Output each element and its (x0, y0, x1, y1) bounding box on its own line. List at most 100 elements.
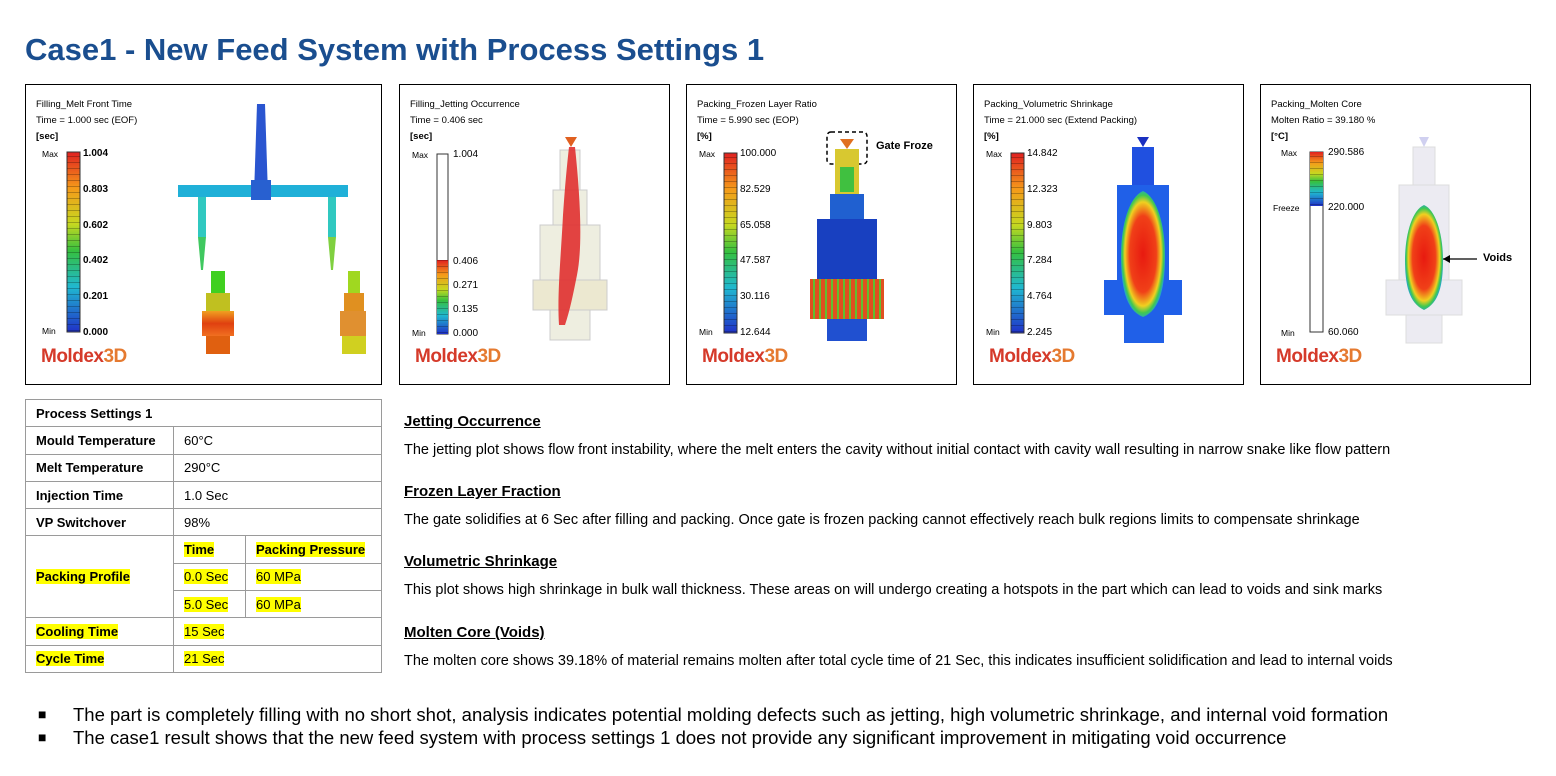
scale-tick: 47.587 (740, 255, 771, 266)
row-value: 98% (173, 508, 382, 537)
color-scale-bar (66, 151, 81, 333)
shrinkage-model-image (1104, 137, 1182, 343)
packing-pressure: 60 MPa (256, 596, 301, 612)
section-shrinkage: Volumetric Shrinkage This plot shows hig… (404, 553, 1382, 598)
bullet-icon: ■ (38, 706, 47, 722)
scale-tick: 0.135 (453, 304, 479, 315)
moldex3d-logo: Moldex3D (702, 346, 788, 367)
jetting-model-image (532, 137, 608, 341)
moldex3d-logo: Moldex3D (415, 346, 501, 367)
panel-heading: Packing_Molten Core (1271, 99, 1362, 110)
scale-tick: 0.803 (83, 184, 109, 195)
scale-min-label: Min (412, 328, 426, 338)
row-value: 21 Sec (184, 651, 225, 667)
panel-unit: [%] (697, 131, 712, 142)
panel-heading: Filling_Melt Front Time (36, 99, 133, 110)
scale-tick: 12.323 (1027, 184, 1058, 195)
row-label: Mould Temperature (25, 426, 174, 455)
section-heading: Frozen Layer Fraction (404, 483, 561, 500)
scale-tick: 0.201 (83, 291, 109, 302)
table-row: Melt Temperature 290°C (25, 453, 382, 482)
scale-tick: 12.644 (740, 327, 771, 338)
section-heading: Jetting Occurrence (404, 413, 541, 430)
scale-tick: 0.000 (453, 328, 479, 339)
scale-max-label: Max (42, 149, 59, 159)
scale-tick: 82.529 (740, 184, 771, 195)
molten-core-model-image (1385, 137, 1477, 344)
gate-froze-callout: Gate Froze (876, 140, 933, 152)
scale-freeze-label: Freeze (1273, 203, 1300, 213)
panel-frozen-layer-ratio: Packing_Frozen Layer Ratio Time = 5.990 … (686, 84, 957, 385)
panel-unit: [sec] (410, 131, 433, 142)
scale-tick: 1.004 (453, 149, 479, 160)
panel-time: Time = 1.000 sec (EOF) (36, 115, 138, 126)
section-text: This plot shows high shrinkage in bulk w… (404, 582, 1383, 598)
panel-molten-core: Packing_Molten Core Molten Ratio = 39.18… (1260, 84, 1531, 385)
scale-max-label: Max (1281, 148, 1298, 158)
scale-tick: 0.406 (453, 256, 479, 267)
section-frozen-layer: Frozen Layer Fraction The gate solidifie… (404, 483, 1360, 528)
scale-min-label: Min (986, 327, 1000, 337)
packing-col-time: Time (184, 542, 215, 558)
scale-tick: 2.245 (1027, 327, 1053, 338)
process-settings-table: Process Settings 1 Mould Temperature 60°C… (25, 398, 382, 673)
scale-min-label: Min (1281, 328, 1295, 338)
packing-profile-label: Packing Profile (36, 569, 130, 585)
table-row: 0.0 Sec 60 MPa (26, 562, 382, 592)
scale-tick: 4.764 (1027, 291, 1053, 302)
scale-tick: 100.000 (740, 148, 777, 159)
color-scale-bar (436, 153, 449, 335)
scale-tick: 0.271 (453, 280, 479, 291)
bullet-icon: ■ (38, 729, 47, 745)
list-item: ■ The part is completely filling with no … (38, 704, 1389, 725)
moldex3d-logo: Moldex3D (41, 346, 127, 367)
moldex3d-logo: Moldex3D (1276, 346, 1362, 367)
table-row: Cycle Time 21 Sec (25, 644, 382, 673)
panel-melt-front-time: Filling_Melt Front Time Time = 1.000 sec… (25, 84, 382, 385)
frozen-layer-model-image (810, 131, 884, 341)
scale-tick: 9.803 (1027, 220, 1053, 231)
scale-min-label: Min (42, 326, 56, 336)
scale-tick: 30.116 (740, 291, 770, 302)
scale-max-label: Max (986, 149, 1003, 159)
table-row: Injection Time 1.0 Sec (25, 480, 382, 510)
scale-tick: 0.602 (83, 220, 109, 231)
row-label: Injection Time (25, 480, 174, 510)
panel-heading: Packing_Frozen Layer Ratio (697, 99, 817, 110)
color-scale-bar (1010, 152, 1025, 334)
row-value: 1.0 Sec (173, 480, 382, 510)
panel-time: Time = 0.406 sec (410, 115, 483, 126)
panel-unit: [sec] (36, 131, 59, 142)
scale-tick: 0.000 (83, 327, 109, 338)
row-value: 15 Sec (184, 624, 225, 640)
panel-heading: Packing_Volumetric Shrinkage (984, 99, 1113, 110)
section-text: The jetting plot shows flow front instab… (404, 442, 1391, 458)
color-scale-bar (1309, 151, 1324, 333)
scale-tick: 7.284 (1027, 255, 1053, 266)
packing-time: 5.0 Sec (184, 596, 229, 612)
moldex3d-logo: Moldex3D (989, 346, 1075, 367)
section-heading: Molten Core (Voids) (404, 624, 545, 641)
section-jetting: Jetting Occurrence The jetting plot show… (404, 413, 1390, 458)
scale-tick: 290.586 (1328, 147, 1365, 158)
feed-system-model-image (178, 104, 366, 354)
table-header: Process Settings 1 (25, 398, 382, 428)
table-row: Packing Profile Time Packing Pressure (25, 535, 382, 619)
scale-tick: 65.058 (740, 220, 771, 231)
row-label: Melt Temperature (25, 453, 174, 482)
row-label: Cooling Time (36, 624, 119, 640)
row-value: 60°C (173, 426, 382, 455)
panel-volumetric-shrinkage: Packing_Volumetric Shrinkage Time = 21.0… (973, 84, 1244, 385)
panel-jetting-occurrence: Filling_Jetting Occurrence Time = 0.406 … (399, 84, 670, 385)
panel-time: Time = 5.990 sec (EOP) (697, 115, 799, 126)
panel-time: Time = 21.000 sec (Extend Packing) (984, 115, 1138, 126)
panel-unit: [%] (984, 131, 999, 142)
row-label: VP Switchover (25, 508, 174, 537)
scale-max-label: Max (412, 150, 429, 160)
section-text: The gate solidifies at 6 Sec after filli… (404, 512, 1360, 528)
scale-min-label: Min (699, 327, 713, 337)
summary-bullets: ■ The part is completely filling with no … (38, 703, 1388, 749)
voids-callout: Voids (1483, 252, 1513, 264)
section-heading: Volumetric Shrinkage (404, 553, 558, 570)
section-molten-core: Molten Core (Voids) The molten core show… (404, 624, 1393, 669)
